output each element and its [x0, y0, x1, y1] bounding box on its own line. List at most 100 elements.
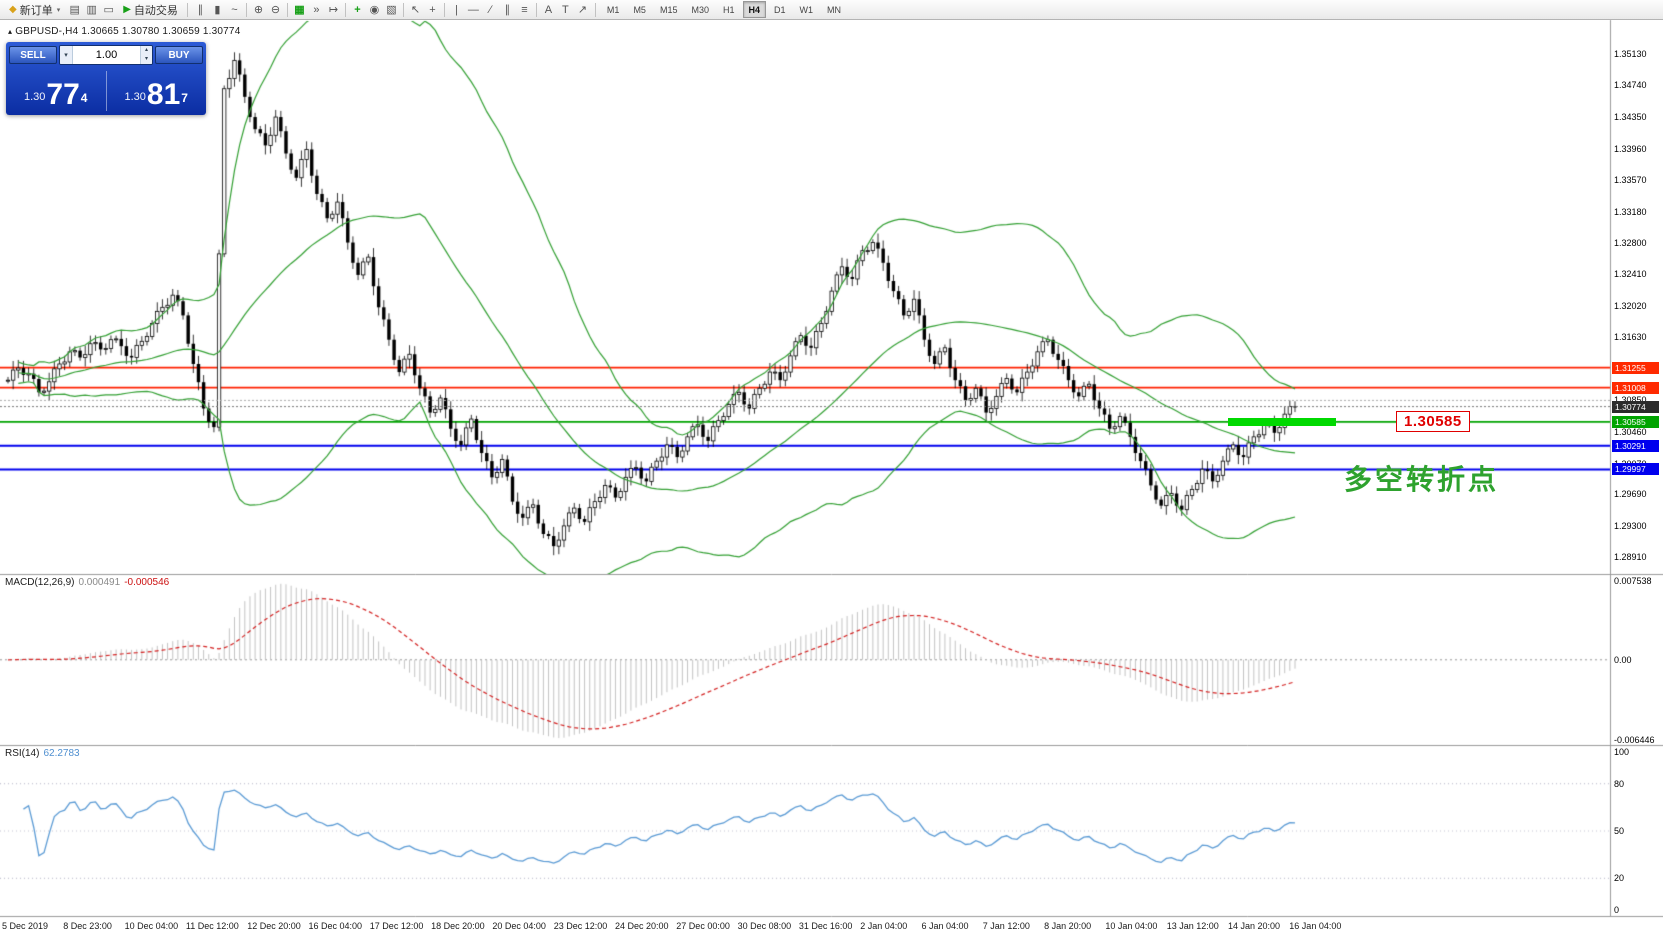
sell-price[interactable]: 1.30 77 4 [6, 67, 106, 115]
zoom-out-icon[interactable]: ⊖ [270, 4, 281, 16]
time-axis-label: 10 Dec 04:00 [124, 921, 179, 931]
time-axis-label: 18 Dec 20:00 [431, 921, 485, 931]
toolbar-separator [344, 2, 346, 17]
auto-scroll-icon[interactable]: » [313, 3, 320, 16]
time-axis-label: 30 Dec 08:00 [737, 921, 792, 931]
timeframe-toolbar: M1 M5 M15 M30 H1 H4 D1 W1 MN [600, 1, 848, 18]
chart-shift-icon[interactable]: ↦ [328, 4, 339, 16]
buy-price[interactable]: 1.30 81 7 [107, 67, 207, 115]
macd-indicator-label: MACD(12,26,9) 0.000491 -0.000546 [5, 577, 169, 588]
terminal-window-icon[interactable]: ▭ [103, 4, 114, 16]
axis-label: 1.34740 [1614, 80, 1647, 91]
templates-icon[interactable]: ▧ [386, 4, 397, 16]
sell-button[interactable]: SELL [9, 46, 57, 64]
timeframe-m5-button[interactable]: M5 [633, 4, 646, 15]
axis-label: 20 [1614, 873, 1625, 884]
crosshair-icon[interactable]: + [429, 3, 436, 16]
rsi-value: 62.2783 [43, 748, 80, 759]
new-order-label: 新订单 [19, 4, 53, 17]
text-icon[interactable]: A [544, 3, 553, 16]
timeframe-w1-button[interactable]: W1 [799, 4, 814, 15]
time-axis-label: 7 Jan 12:00 [982, 921, 1030, 931]
time-axis-label: 17 Dec 12:00 [369, 921, 424, 931]
auto-trading-icon: ▶ [123, 3, 131, 15]
new-order-icon: ◆ [9, 3, 17, 15]
time-axis-label: 13 Jan 12:00 [1166, 921, 1219, 931]
time-axis[interactable]: 5 Dec 2019 8 Dec 23:00 10 Dec 04:00 11 Dec … [0, 918, 1610, 945]
horizontal-line-icon[interactable]: ― [467, 3, 479, 16]
spin-down-icon[interactable]: ▾ [144, 56, 148, 62]
fibonacci-icon[interactable]: ≡ [521, 3, 528, 16]
new-order-button[interactable]: ◆ 新订单 ▾ [4, 0, 65, 19]
price-axis[interactable]: 1.35130 1.34740 1.34350 1.33960 1.33570 1.331… [1612, 0, 1663, 945]
charts-window-icon[interactable]: ▤ [69, 4, 80, 16]
axis-label: 1.32800 [1614, 237, 1647, 248]
buy-price-big: 81 [146, 77, 181, 111]
profiles-icon[interactable]: ▥ [86, 4, 97, 16]
axis-label: 0.00 [1614, 654, 1632, 665]
time-axis-label: 16 Jan 04:00 [1289, 921, 1342, 931]
timeframe-mn-button[interactable]: MN [827, 4, 842, 15]
auto-trading-button[interactable]: ▶ 自动交易 [118, 0, 183, 19]
timeframe-m30-button[interactable]: M30 [691, 4, 709, 15]
chart-ohlc-label: ▴ GBPUSD-,H4 1.30665 1.30780 1.30659 1.30… [8, 26, 240, 37]
price-badge: 1.30585 [1612, 415, 1659, 428]
buy-button[interactable]: BUY [155, 46, 203, 64]
bar-chart-icon[interactable]: ∥ [197, 4, 204, 16]
time-axis-label: 5 Dec 2019 [2, 921, 49, 931]
timeframe-m15-button[interactable]: M15 [659, 4, 678, 15]
toolbar-separator [286, 2, 288, 17]
macd-title-text: MACD(12,26,9) [5, 577, 75, 588]
axis-label: 1.28910 [1614, 552, 1647, 563]
volume-dropdown-icon[interactable]: ▾ [60, 46, 73, 64]
axis-label: 50 [1614, 826, 1625, 836]
candlestick-chart-icon[interactable]: ▮ [214, 4, 221, 16]
volume-input[interactable] [73, 46, 140, 64]
time-axis-label: 14 Jan 20:00 [1228, 921, 1281, 931]
timeframe-d1-button[interactable]: D1 [774, 4, 786, 15]
time-axis-label: 23 Dec 12:00 [553, 921, 608, 931]
line-chart-icon[interactable]: ~ [231, 3, 238, 16]
rsi-indicator-label: RSI(14) 62.2783 [5, 748, 80, 759]
axis-label: 100 [1614, 747, 1630, 757]
time-axis-label: 20 Dec 04:00 [492, 921, 546, 931]
vertical-line-icon[interactable]: | [454, 3, 458, 16]
axis-label: 1.32410 [1614, 269, 1647, 280]
auto-trading-label: 自动交易 [133, 4, 178, 17]
time-axis-label: 6 Jan 04:00 [921, 921, 969, 931]
toolbar-separator [245, 2, 247, 17]
time-axis-label: 11 Dec 12:00 [185, 921, 239, 931]
axis-label: 1.33180 [1614, 206, 1647, 217]
equidistant-channel-icon[interactable]: ∥ [504, 4, 511, 16]
arrows-icon[interactable]: ↗ [577, 4, 588, 16]
price-badge: 1.30774 [1612, 400, 1659, 413]
axis-label: 1.34350 [1614, 112, 1647, 123]
axis-label: 1.30460 [1614, 426, 1647, 437]
pivot-highlight-bar [1228, 417, 1336, 426]
price-divider [105, 71, 107, 111]
indicators-icon[interactable]: + [354, 3, 361, 16]
time-axis-label: 27 Dec 00:00 [676, 921, 730, 931]
toolbar-separator [535, 2, 537, 17]
cursor-icon[interactable]: ↖ [410, 4, 421, 16]
timeframe-h4-button[interactable]: H4 [742, 1, 767, 18]
timeframe-m1-button[interactable]: M1 [606, 4, 620, 15]
time-axis-label: 31 Dec 16:00 [798, 921, 853, 931]
axis-label: 1.32020 [1614, 300, 1647, 311]
periods-icon[interactable]: ◉ [369, 4, 380, 16]
tile-windows-icon[interactable]: ▦ [294, 4, 305, 16]
axis-label: 0 [1614, 905, 1620, 915]
axis-label: 1.31630 [1614, 332, 1647, 343]
axis-label: 1.29690 [1614, 489, 1647, 500]
trendline-icon[interactable]: ∕ [489, 3, 492, 16]
zoom-in-icon[interactable]: ⊕ [253, 4, 264, 16]
buy-price-sup: 7 [181, 91, 188, 105]
text-label-icon[interactable]: T [562, 3, 569, 16]
sell-price-prefix: 1.30 [24, 91, 46, 103]
timeframe-h1-button[interactable]: H1 [722, 4, 735, 15]
spin-up-icon[interactable]: ▴ [144, 47, 148, 53]
volume-spinner[interactable]: ▴ ▾ [140, 46, 152, 64]
buy-price-prefix: 1.30 [124, 91, 146, 103]
